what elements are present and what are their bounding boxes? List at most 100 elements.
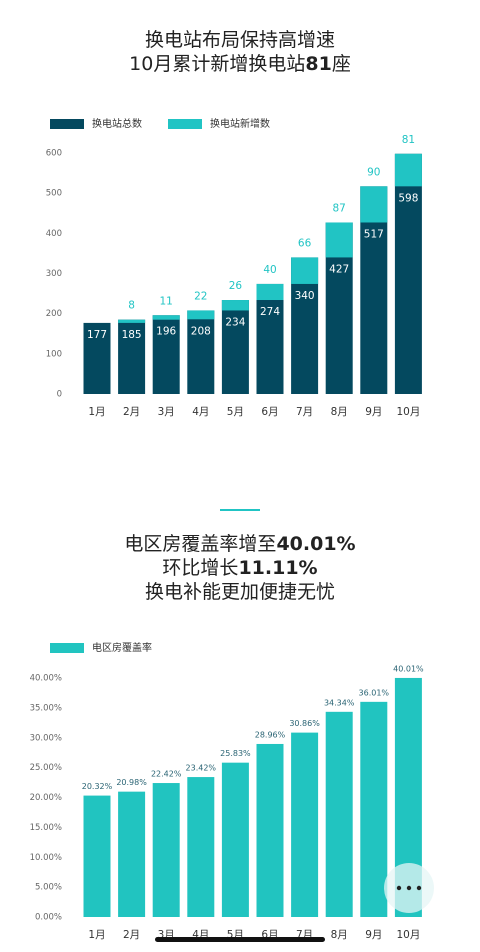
x-tick-label: 1月 — [88, 406, 105, 418]
legend-label: 换电站总数 — [92, 117, 142, 130]
value-label: 87 — [333, 202, 346, 214]
title-part: 电区房覆盖率增至 — [124, 533, 276, 555]
x-tick-label: 2月 — [123, 406, 140, 418]
bar — [83, 322, 111, 394]
bar-highlight — [152, 315, 180, 320]
value-label: 274 — [260, 306, 280, 318]
y-tick-label: 10.00% — [30, 853, 62, 863]
value-label: 11 — [160, 295, 173, 307]
value-label: 34.34% — [324, 698, 355, 707]
value-label: 20.98% — [116, 778, 147, 787]
bar — [394, 153, 422, 394]
dot — [416, 885, 422, 891]
x-tick-label: 1月 — [88, 929, 105, 941]
y-tick-label: 600 — [46, 149, 62, 159]
y-tick-label: 200 — [46, 309, 62, 319]
bar-highlight — [291, 257, 319, 284]
chart-title: 换电站布局保持高增速 — [145, 29, 335, 51]
y-tick-label: 300 — [46, 269, 62, 279]
y-tick-label: 500 — [46, 189, 62, 199]
x-tick-label: 8月 — [331, 406, 348, 418]
title-part: 11.11% — [238, 557, 317, 579]
title-part: 40.01% — [276, 533, 355, 555]
x-tick-label: 8月 — [331, 929, 348, 941]
value-label: 20.32% — [82, 782, 113, 791]
x-tick-label: 6月 — [261, 406, 278, 418]
chart-title: 电区房覆盖率增至40.01% — [124, 533, 355, 555]
title-part: 换电站布局保持高增速 — [145, 29, 335, 51]
value-label: 25.83% — [220, 749, 251, 758]
value-label: 234 — [225, 316, 245, 328]
x-tick-label: 9月 — [365, 929, 382, 941]
bar — [152, 315, 180, 394]
x-tick-label: 3月 — [158, 406, 175, 418]
title-part: 10月累计新增换电站 — [129, 53, 305, 75]
x-tick-label: 2月 — [123, 929, 140, 941]
value-label: 23.42% — [186, 764, 217, 773]
home-indicator — [155, 937, 325, 942]
value-label: 40.01% — [393, 664, 424, 673]
value-label: 90 — [367, 166, 380, 178]
y-tick-label: 100 — [46, 349, 62, 359]
y-tick-label: 5.00% — [35, 883, 62, 893]
x-tick-label: 4月 — [192, 406, 209, 418]
title-part: 81 — [305, 53, 331, 75]
bar-highlight — [325, 222, 353, 258]
y-tick-label: 40.00% — [30, 674, 62, 684]
bar-highlight — [256, 283, 284, 301]
bar — [187, 777, 215, 917]
value-label: 8 — [128, 300, 135, 312]
value-label: 196 — [156, 326, 176, 338]
bar — [221, 762, 249, 917]
bar-highlight — [394, 153, 422, 187]
legend-label: 换电站新增数 — [210, 117, 270, 130]
legend-swatch — [50, 119, 84, 129]
bar — [118, 791, 146, 917]
y-tick-label: 20.00% — [30, 793, 62, 803]
value-label: 517 — [364, 228, 384, 240]
value-label: 208 — [191, 325, 211, 337]
x-tick-label: 5月 — [227, 406, 244, 418]
x-tick-label: 10月 — [396, 406, 420, 418]
y-tick-label: 0.00% — [35, 913, 62, 923]
value-label: 22 — [194, 290, 207, 302]
x-tick-label: 9月 — [365, 406, 382, 418]
legend-swatch — [50, 643, 84, 653]
value-label: 340 — [295, 290, 315, 302]
y-tick-label: 400 — [46, 229, 62, 239]
dot — [406, 885, 412, 891]
value-label: 30.86% — [289, 719, 320, 728]
value-label: 81 — [402, 134, 415, 146]
bar — [256, 743, 284, 917]
value-label: 427 — [329, 263, 349, 275]
y-tick-label: 0 — [57, 390, 62, 400]
bar-highlight — [187, 310, 215, 320]
bar — [152, 783, 180, 917]
bar — [221, 300, 249, 394]
value-label: 185 — [122, 329, 142, 341]
x-tick-label: 7月 — [296, 406, 313, 418]
title-part: 环比增长 — [162, 557, 238, 579]
legend-swatch — [168, 119, 202, 129]
chart-title: 换电补能更加便捷无忧 — [145, 581, 335, 603]
title-part: 座 — [332, 53, 351, 75]
bar-highlight — [221, 300, 249, 311]
chart-title: 环比增长11.11% — [162, 557, 317, 579]
bar — [256, 283, 284, 394]
value-label: 22.42% — [151, 770, 182, 779]
dot — [396, 885, 402, 891]
y-tick-label: 25.00% — [30, 763, 62, 773]
y-tick-label: 35.00% — [30, 703, 62, 713]
x-tick-label: 10月 — [396, 929, 420, 941]
bar — [360, 701, 388, 917]
legend-label: 电区房覆盖率 — [92, 641, 152, 654]
y-tick-label: 30.00% — [30, 733, 62, 743]
value-label: 40 — [263, 264, 276, 276]
value-label: 26 — [229, 280, 243, 292]
title-part: 换电补能更加便捷无忧 — [145, 581, 335, 603]
value-label: 177 — [87, 329, 107, 341]
value-label: 36.01% — [359, 688, 390, 697]
